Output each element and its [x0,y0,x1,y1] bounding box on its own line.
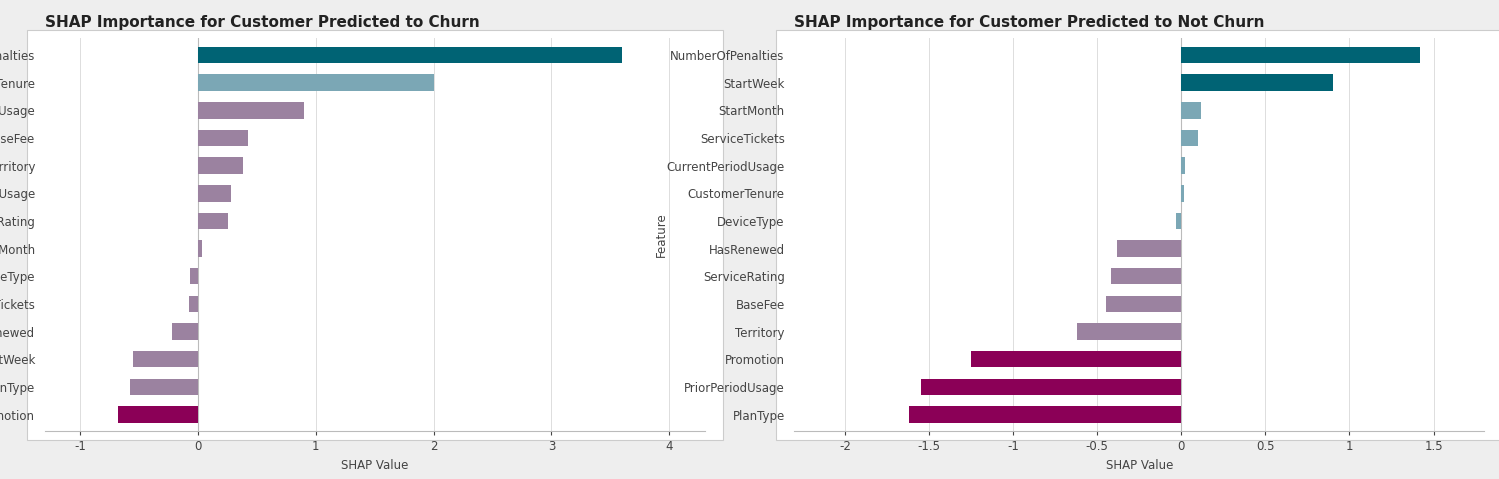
Bar [198,130,247,146]
Bar [1076,323,1181,340]
Bar [198,46,622,63]
Bar [908,406,1181,423]
Bar [198,102,304,118]
X-axis label: SHAP Value: SHAP Value [1106,459,1172,472]
Text: SHAP Importance for Customer Predicted to Not Churn: SHAP Importance for Customer Predicted t… [794,15,1265,30]
Bar [190,268,198,285]
Bar [1181,46,1420,63]
Y-axis label: Feature: Feature [655,212,667,257]
Bar [198,240,201,257]
Bar [198,213,228,229]
Bar [198,157,243,174]
Bar [1181,185,1184,202]
Bar [1117,240,1181,257]
Bar [189,296,198,312]
Bar [1106,296,1181,312]
Bar [971,351,1181,367]
Bar [1181,130,1198,146]
Bar [1111,268,1181,285]
Bar [920,378,1181,395]
Bar [1177,213,1181,229]
Bar [198,74,433,91]
Bar [133,351,198,367]
X-axis label: SHAP Value: SHAP Value [342,459,408,472]
Bar [1181,102,1202,118]
Bar [1181,157,1184,174]
Bar [172,323,198,340]
Bar [1181,74,1333,91]
Bar [198,185,231,202]
Bar [118,406,198,423]
Text: SHAP Importance for Customer Predicted to Churn: SHAP Importance for Customer Predicted t… [45,15,480,30]
Bar [130,378,198,395]
